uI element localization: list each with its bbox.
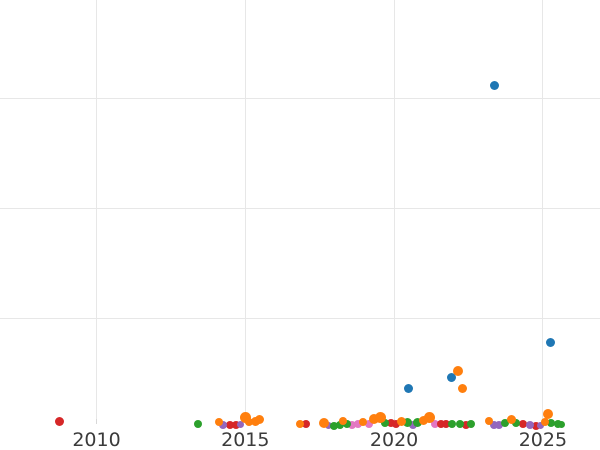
gridline-vertical (244, 0, 246, 419)
data-point-orange (419, 415, 429, 425)
data-point-orange (338, 417, 347, 426)
data-point-pink (354, 419, 363, 428)
data-point-red (386, 418, 395, 427)
data-point-orange (485, 417, 494, 425)
data-point-orange (397, 416, 407, 426)
data-point-green (413, 418, 423, 428)
data-point-blue (447, 372, 457, 382)
data-point-red (442, 419, 451, 428)
data-point-pink (364, 419, 373, 428)
data-point-green (447, 419, 456, 428)
data-point-purple (525, 420, 534, 429)
data-point-green (381, 418, 390, 427)
data-point-red (518, 419, 527, 428)
data-point-green (402, 418, 412, 428)
data-point-green (553, 419, 562, 428)
x-tick-label-2015: 2015 (221, 429, 270, 450)
data-point-red (225, 420, 234, 429)
data-point-red (436, 419, 445, 428)
data-point-red (461, 420, 470, 429)
data-point-purple (236, 421, 244, 429)
data-point-purple (490, 420, 499, 429)
data-point-orange (457, 384, 467, 394)
data-point-green (335, 420, 344, 429)
data-point-purple (325, 422, 333, 430)
data-point-pink (348, 420, 357, 429)
gridline-vertical (393, 0, 395, 419)
data-point-red (392, 419, 401, 428)
data-point-orange (214, 417, 223, 426)
gridline-horizontal (0, 318, 600, 320)
data-point-green (558, 421, 566, 429)
data-point-purple (219, 420, 228, 429)
data-point-green (512, 418, 521, 427)
x-tick-mark (96, 419, 97, 424)
gridline-vertical (96, 0, 97, 419)
gridline-horizontal (0, 98, 600, 100)
data-point-green (466, 419, 475, 428)
data-point-green (546, 418, 555, 427)
data-point-pink (431, 419, 440, 428)
data-point-red (302, 419, 310, 428)
data-point-orange (369, 414, 380, 425)
x-tick-label-2010: 2010 (72, 429, 121, 450)
data-point-green (342, 419, 351, 428)
gridline-horizontal (0, 208, 600, 210)
data-point-orange (255, 414, 265, 424)
data-point-purple (495, 420, 504, 429)
data-point-red (231, 420, 240, 429)
data-point-orange (250, 417, 260, 427)
x-tick-label-2025: 2025 (518, 429, 568, 450)
data-point-orange (506, 414, 516, 424)
data-point-blue (404, 384, 414, 394)
data-point-green (193, 419, 202, 428)
data-point-purple (537, 422, 545, 429)
x-tick-label-2020: 2020 (369, 429, 419, 450)
data-point-blue (489, 80, 499, 90)
data-point-orange (540, 417, 549, 426)
data-point-red (54, 416, 64, 426)
data-point-orange (245, 417, 254, 426)
data-point-orange (543, 408, 554, 419)
data-point-orange (296, 419, 305, 428)
data-point-orange (424, 411, 435, 423)
data-point-orange (239, 412, 251, 424)
data-point-orange (359, 417, 368, 426)
data-point-green (456, 419, 465, 428)
data-point-green (500, 418, 509, 427)
gridline-vertical (542, 0, 544, 419)
data-point-orange (374, 411, 386, 423)
data-point-green (330, 421, 339, 430)
data-point-blue (545, 337, 555, 347)
data-point-orange (319, 417, 330, 428)
data-point-purple (408, 420, 417, 429)
data-point-orange (453, 365, 464, 376)
data-point-red (532, 421, 541, 430)
